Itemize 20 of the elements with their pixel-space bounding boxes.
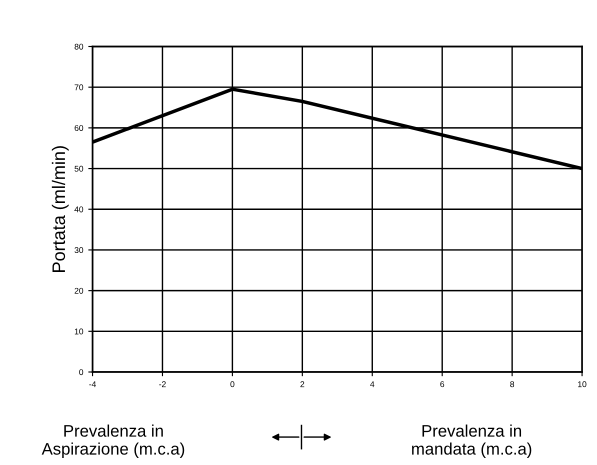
x-tick-label: 0	[230, 381, 234, 388]
y-tick-label: 20	[74, 288, 84, 294]
text: Prevalenza in Aspirazione (m.c.a)	[42, 424, 184, 458]
x-tick-label: 8	[510, 381, 514, 388]
x-tick-label: -4	[89, 381, 96, 388]
y-tick-label: 50	[74, 166, 84, 172]
x-tick-label: 2	[300, 381, 304, 388]
x-tick-label: 4	[370, 381, 374, 388]
y-tick-label: 40	[74, 206, 84, 212]
y-tick-label: 10	[74, 328, 84, 334]
y-tick-label: 60	[74, 125, 84, 131]
x-tick-label: -2	[159, 381, 166, 388]
y-tick-label: 70	[74, 84, 84, 90]
text: Prevalenza in mandata (m.c.a)	[412, 424, 532, 458]
x-tick-label: 10	[578, 381, 586, 388]
y-tick-label: 30	[74, 247, 84, 254]
x-tick-label: 6	[440, 381, 444, 388]
y-axis-title: Portata (ml/min)	[52, 146, 69, 272]
y-tick-label: 0	[79, 369, 84, 376]
y-tick-label: 80	[74, 44, 84, 50]
